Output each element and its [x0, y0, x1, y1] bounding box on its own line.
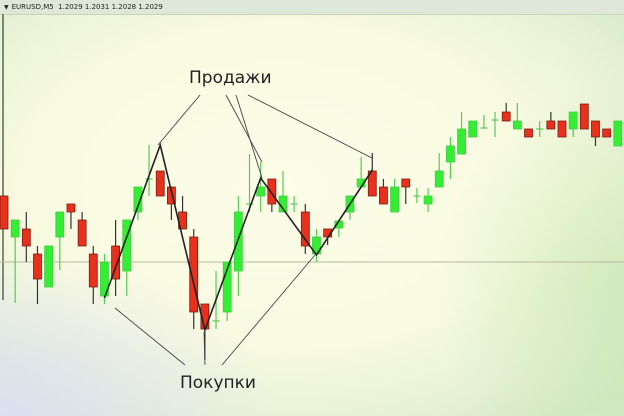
sell-annotation: Продажи [189, 68, 272, 88]
candle-bullish [222, 261, 232, 313]
candle-bullish [256, 186, 266, 197]
annotation-pointer-line [157, 94, 201, 146]
candle-bearish [21, 228, 31, 247]
candle-bearish [0, 195, 9, 230]
candle-bearish [300, 211, 310, 247]
candle-bearish [189, 236, 199, 313]
annotation-pointer-line [221, 254, 316, 366]
triangle-down-icon[interactable]: ▼ [4, 4, 9, 11]
candle-bullish [233, 211, 243, 272]
candle-bearish [501, 111, 511, 122]
candle-bearish [401, 178, 411, 188]
candle-bullish [445, 145, 455, 163]
candle-bullish [133, 186, 143, 213]
candle-bullish [568, 111, 578, 130]
candle-bullish [44, 245, 54, 288]
candle-bearish [33, 253, 42, 280]
candle-bearish [602, 128, 612, 138]
annotation-pointer-line [225, 94, 263, 163]
chart-header: ▼ EURUSD,M5 1.2029 1.2031 1.2028 1.2029 [0, 0, 624, 15]
candle-bullish [434, 170, 444, 188]
candle-bullish [512, 120, 522, 130]
candle-bearish [379, 186, 388, 205]
zigzag-line [103, 142, 373, 333]
candle-bearish [111, 245, 120, 280]
candle-bearish [66, 203, 76, 213]
candle-bearish [88, 253, 98, 288]
annotation-pointer-line [235, 94, 263, 179]
buy-annotation: Покупки [180, 373, 256, 393]
candle-bullish [468, 120, 478, 138]
candle-bullish [613, 120, 623, 147]
candle-bearish [557, 120, 567, 138]
annotation-pointer-line [247, 94, 373, 159]
candle-bullish [55, 211, 65, 238]
candle-bearish [546, 120, 556, 130]
candle-bearish [524, 128, 533, 138]
candle-bearish [579, 103, 589, 130]
quote-label: 1.2029 1.2031 1.2028 1.2029 [58, 3, 163, 11]
candle-bearish [155, 170, 165, 197]
candle-bearish [591, 120, 600, 138]
annotation-pointer-line [203, 331, 206, 366]
symbol-label: EURUSD,M5 [11, 3, 54, 11]
candle-bearish [267, 178, 277, 205]
candle-bearish [77, 219, 87, 247]
candle-bullish [457, 128, 466, 155]
candle-bearish [166, 186, 176, 205]
candle-bullish [390, 186, 400, 213]
candle-bullish [10, 219, 20, 238]
annotation-pointer-line [114, 307, 186, 366]
candle-bullish [423, 195, 433, 205]
